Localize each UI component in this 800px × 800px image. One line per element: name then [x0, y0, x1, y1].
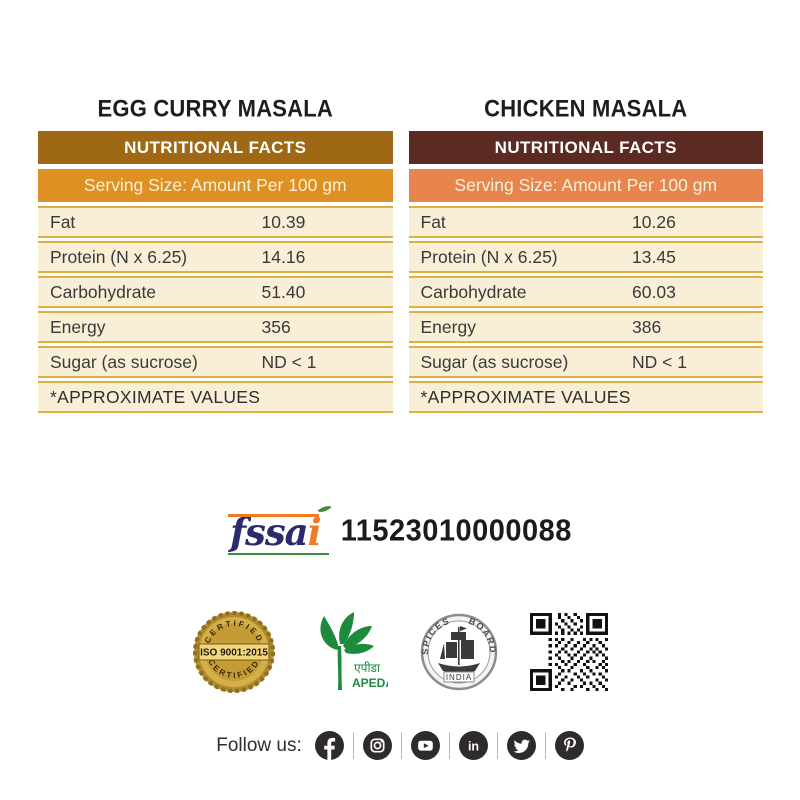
serving-size: Serving Size: Amount Per 100 gm: [408, 169, 763, 202]
ship-icon: [438, 626, 480, 673]
certification-badges: CERTIFIED CERTIFIED ISO 9001:2015 ए: [0, 610, 800, 694]
table-row: Carbohydrate 60.03: [408, 276, 763, 308]
table-row: Protein (N x 6.25) 14.16: [38, 241, 393, 273]
row-value: 386: [632, 316, 662, 337]
row-value: 10.39: [261, 211, 306, 232]
table-egg-curry-masala: EGG CURRY MASALA NUTRITIONAL FACTS Servi…: [38, 94, 393, 416]
row-label: Fat: [420, 211, 446, 232]
row-label: Protein (N x 6.25): [420, 246, 558, 267]
row-value: 14.16: [261, 246, 306, 267]
table-header: NUTRITIONAL FACTS: [408, 131, 763, 164]
fssai-wordmark: fssai: [230, 502, 332, 554]
separator: [496, 732, 498, 759]
instagram-icon: [362, 731, 392, 760]
row-label: Protein (N x 6.25): [50, 246, 188, 267]
table-row: Sugar (as sucrose) ND < 1: [408, 346, 763, 378]
table-row: Protein (N x 6.25) 13.45: [408, 241, 763, 273]
row-value: ND < 1: [261, 351, 317, 372]
row-label: Energy: [50, 316, 106, 337]
apeda-logo: एपीडा APEDA: [308, 610, 388, 694]
twitter-icon: [506, 731, 536, 760]
table-title: EGG CURRY MASALA: [97, 94, 333, 122]
fssai-license-number: 11523010000088: [340, 513, 572, 548]
table-row: Fat 10.26: [408, 206, 763, 238]
separator: [352, 732, 354, 759]
table-row: Energy 356: [38, 311, 393, 343]
pinterest-icon: [554, 731, 584, 760]
table-row: Carbohydrate 51.40: [38, 276, 393, 308]
nutrition-tables: EGG CURRY MASALA NUTRITIONAL FACTS Servi…: [38, 94, 763, 416]
serving-size: Serving Size: Amount Per 100 gm: [38, 169, 393, 202]
linkedin-icon: in: [458, 731, 488, 760]
row-label: Sugar (as sucrose): [420, 351, 569, 372]
table-row: Energy 386: [408, 311, 763, 343]
separator: [544, 732, 546, 759]
facebook-icon: [314, 731, 344, 760]
row-label: Sugar (as sucrose): [50, 351, 198, 372]
row-value: 10.26: [632, 211, 676, 232]
table-header: NUTRITIONAL FACTS: [38, 131, 393, 164]
separator: [448, 732, 450, 759]
apeda-latin-text: APEDA: [352, 676, 388, 690]
fssai-orange-line: [228, 514, 319, 517]
apeda-graphic: एपीडा APEDA: [320, 612, 388, 690]
iso-9001-badge: CERTIFIED CERTIFIED ISO 9001:2015: [192, 610, 276, 694]
follow-us-bar: Follow us: in: [0, 731, 800, 760]
row-value: 356: [261, 316, 291, 337]
row-label: Carbohydrate: [50, 281, 157, 302]
fssai-logo: fssai: [228, 502, 332, 557]
separator: [400, 732, 402, 759]
india-banner-text: INDIA: [446, 673, 472, 682]
table-title: CHICKEN MASALA: [484, 94, 688, 122]
row-label: Energy: [420, 316, 476, 337]
table-row: Sugar (as sucrose) ND < 1: [38, 346, 393, 378]
apeda-hindi-text: एपीडा: [354, 661, 381, 675]
fssai-text-fssa: fssa: [230, 510, 309, 554]
fssai-green-line: [228, 552, 329, 555]
youtube-icon: [410, 731, 440, 760]
qr-code-graphic: [530, 613, 608, 691]
approximate-values-note: *APPROXIMATE VALUES: [420, 386, 631, 407]
iso-center-text: ISO 9001:2015: [200, 648, 268, 659]
table-footnote-row: *APPROXIMATE VALUES: [408, 381, 763, 413]
fssai-text-i: i: [308, 502, 332, 554]
row-value: 13.45: [632, 246, 676, 267]
follow-us-label: Follow us:: [216, 734, 302, 756]
row-value: 51.40: [261, 281, 306, 302]
row-label: Carbohydrate: [420, 281, 527, 302]
spices-board-graphic: SPICES BOARD INDIA: [420, 613, 498, 691]
iso-badge-graphic: CERTIFIED CERTIFIED ISO 9001:2015: [193, 611, 275, 693]
table-footnote-row: *APPROXIMATE VALUES: [38, 381, 393, 413]
row-value: ND < 1: [632, 351, 687, 372]
svg-text:in: in: [468, 740, 479, 754]
row-label: Fat: [50, 211, 76, 232]
table-row: Fat 10.39: [38, 206, 393, 238]
approximate-values-note: *APPROXIMATE VALUES: [50, 386, 261, 407]
spices-board-logo: SPICES BOARD INDIA: [420, 613, 498, 691]
qr-code: [530, 613, 608, 691]
fssai-license: fssai 11523010000088: [0, 502, 800, 557]
table-chicken-masala: CHICKEN MASALA NUTRITIONAL FACTS Serving…: [408, 94, 763, 416]
row-value: 60.03: [632, 281, 676, 302]
